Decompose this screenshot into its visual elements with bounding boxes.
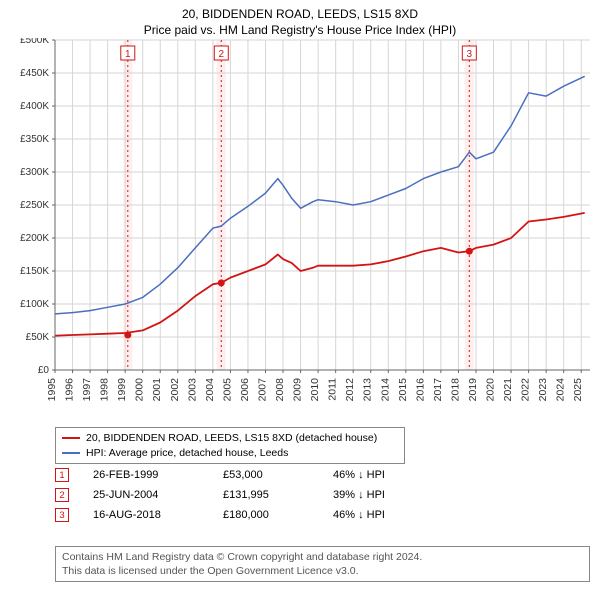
svg-text:2023: 2023 [537, 378, 549, 402]
event-price-2: £131,995 [223, 489, 333, 501]
svg-text:£250K: £250K [20, 200, 49, 211]
svg-text:2021: 2021 [502, 378, 514, 402]
svg-text:3: 3 [467, 49, 473, 60]
svg-text:1995: 1995 [46, 378, 58, 402]
event-price-1: £53,000 [223, 469, 333, 481]
svg-text:2: 2 [219, 49, 225, 60]
legend-swatch-price-paid [62, 437, 80, 439]
svg-text:2005: 2005 [221, 378, 233, 402]
footer-line2: This data is licensed under the Open Gov… [62, 564, 583, 578]
svg-text:£500K: £500K [20, 38, 49, 46]
svg-text:£100K: £100K [20, 299, 49, 310]
event-marker-2: 2 [55, 488, 69, 502]
event-date-2: 25-JUN-2004 [93, 489, 223, 501]
svg-text:2006: 2006 [239, 378, 251, 402]
svg-text:2020: 2020 [485, 378, 497, 402]
legend-row-hpi: HPI: Average price, detached house, Leed… [62, 446, 398, 461]
svg-text:2025: 2025 [572, 378, 584, 402]
svg-text:2003: 2003 [186, 378, 198, 402]
chart-area: £0 £50K £100K £150K £200K £250K £300K £350K £400… [0, 38, 600, 423]
svg-text:2011: 2011 [327, 378, 339, 401]
svg-text:2013: 2013 [362, 378, 374, 402]
footer-line1: Contains HM Land Registry data © Crown c… [62, 550, 583, 564]
svg-text:2009: 2009 [292, 378, 304, 402]
svg-text:2016: 2016 [414, 378, 426, 402]
svg-text:£350K: £350K [20, 134, 49, 145]
event-row-2: 2 25-JUN-2004 £131,995 39% ↓ HPI [55, 488, 555, 502]
svg-text:£50K: £50K [26, 332, 50, 343]
svg-text:2002: 2002 [169, 378, 181, 402]
legend-swatch-hpi [62, 452, 80, 454]
svg-text:2019: 2019 [467, 378, 479, 402]
svg-text:1996: 1996 [64, 378, 76, 402]
events-table: 1 26-FEB-1999 £53,000 46% ↓ HPI 2 25-JUN… [55, 468, 555, 528]
svg-text:2024: 2024 [555, 378, 567, 402]
title-line2: Price paid vs. HM Land Registry's House … [0, 22, 600, 38]
legend-box: 20, BIDDENDEN ROAD, LEEDS, LS15 8XD (det… [55, 427, 405, 464]
chart-title-block: 20, BIDDENDEN ROAD, LEEDS, LS15 8XD Pric… [0, 0, 600, 38]
event-diff-3: 46% ↓ HPI [333, 509, 385, 521]
svg-text:2007: 2007 [256, 378, 268, 402]
svg-text:1998: 1998 [99, 378, 111, 402]
svg-text:2004: 2004 [204, 378, 216, 402]
svg-text:2018: 2018 [449, 378, 461, 402]
event-marker-3: 3 [55, 508, 69, 522]
event-row-1: 1 26-FEB-1999 £53,000 46% ↓ HPI [55, 468, 555, 482]
event-date-3: 16-AUG-2018 [93, 509, 223, 521]
event-date-1: 26-FEB-1999 [93, 469, 223, 481]
footer-box: Contains HM Land Registry data © Crown c… [55, 546, 590, 582]
event-price-3: £180,000 [223, 509, 333, 521]
svg-text:£300K: £300K [20, 167, 49, 178]
svg-text:2014: 2014 [379, 378, 391, 402]
svg-text:2022: 2022 [520, 378, 532, 402]
svg-text:£0: £0 [38, 365, 50, 376]
svg-text:£200K: £200K [20, 233, 49, 244]
svg-text:2017: 2017 [432, 378, 444, 402]
svg-text:1999: 1999 [116, 378, 128, 402]
event-row-3: 3 16-AUG-2018 £180,000 46% ↓ HPI [55, 508, 555, 522]
svg-text:2001: 2001 [151, 378, 163, 402]
title-line1: 20, BIDDENDEN ROAD, LEEDS, LS15 8XD [0, 6, 600, 22]
svg-text:2000: 2000 [134, 378, 146, 402]
svg-text:£450K: £450K [20, 68, 49, 79]
svg-text:1997: 1997 [81, 378, 93, 402]
svg-text:£150K: £150K [20, 266, 49, 277]
svg-text:£400K: £400K [20, 101, 49, 112]
event-diff-2: 39% ↓ HPI [333, 489, 385, 501]
event-marker-1: 1 [55, 468, 69, 482]
legend-label-hpi: HPI: Average price, detached house, Leed… [86, 446, 288, 461]
legend-label-price-paid: 20, BIDDENDEN ROAD, LEEDS, LS15 8XD (det… [86, 431, 377, 446]
svg-text:1: 1 [125, 49, 131, 60]
event-diff-1: 46% ↓ HPI [333, 469, 385, 481]
chart-svg: £0 £50K £100K £150K £200K £250K £300K £350K £400… [0, 38, 600, 423]
svg-text:2008: 2008 [274, 378, 286, 402]
legend-row-price-paid: 20, BIDDENDEN ROAD, LEEDS, LS15 8XD (det… [62, 431, 398, 446]
svg-text:2010: 2010 [309, 378, 321, 402]
svg-text:2012: 2012 [344, 378, 356, 402]
svg-text:2015: 2015 [397, 378, 409, 402]
